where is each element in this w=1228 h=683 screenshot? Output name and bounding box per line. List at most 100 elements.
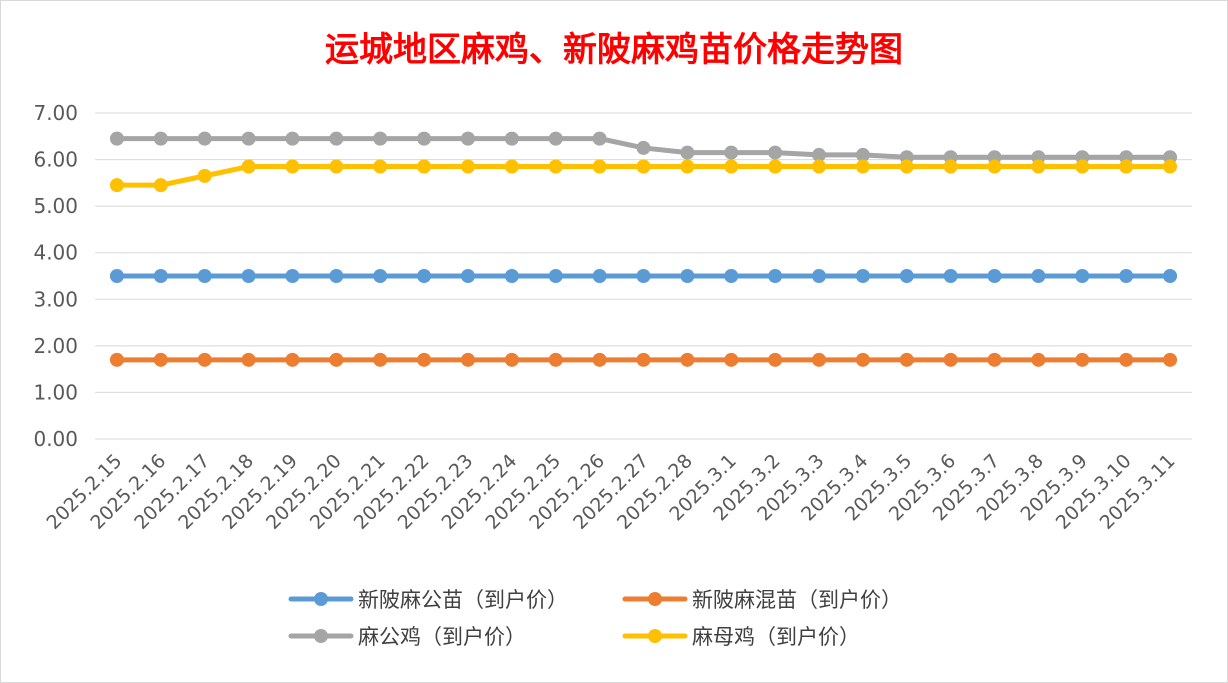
legend-marker [314,629,328,643]
data-point [417,269,432,283]
data-point [373,131,388,146]
data-point [680,352,695,367]
data-point [592,269,607,283]
data-point [460,269,475,283]
data-point [855,159,870,174]
legend-entry: 新陂麻公苗（到户价） [288,588,568,612]
data-point [241,131,256,146]
legend-entry: 麻公鸡（到户价） [288,625,526,649]
data-point [329,352,344,367]
series [109,352,1178,367]
data-point [899,269,914,283]
data-point [768,352,783,367]
data-point [504,269,519,283]
legend-label: 新陂麻公苗（到户价） [358,588,568,612]
data-point [285,159,300,174]
data-point [460,159,475,174]
data-point [987,352,1002,367]
data-point [548,352,563,367]
data-point [1075,352,1090,367]
series [109,159,1178,193]
legend-marker [648,629,662,643]
data-point [943,269,958,283]
data-point [899,352,914,367]
data-point [1119,269,1134,283]
data-point [417,131,432,146]
y-tick-label: 1.00 [33,380,78,404]
legend: 新陂麻公苗（到户价） 新陂麻混苗（到户价） 麻公鸡（到户价） 麻母鸡（到户价） [288,588,902,649]
data-point [1075,269,1090,283]
data-point [855,147,870,162]
data-point [109,352,124,367]
data-point [680,159,695,174]
data-point [285,269,300,283]
data-point [1031,269,1046,283]
y-tick-label: 2.00 [33,334,78,358]
data-point [1163,352,1178,367]
series-lines [109,131,1178,367]
data-point [241,269,256,283]
data-point [197,168,212,183]
data-point [285,131,300,146]
y-tick-label: 0.00 [33,427,78,451]
data-point [197,352,212,367]
data-point [329,269,344,283]
y-tick-label: 6.00 [33,148,78,172]
data-point [417,352,432,367]
data-point [329,159,344,174]
data-point [329,131,344,146]
data-point [943,159,958,174]
data-point [153,352,168,367]
data-point [241,159,256,174]
series [109,269,1178,283]
data-point [197,131,212,146]
x-axis-tick-labels: 2025.2.152025.2.162025.2.172025.2.182025… [43,450,1180,534]
data-point [724,145,739,160]
data-point [987,159,1002,174]
data-point [1119,159,1134,174]
y-tick-label: 3.00 [33,287,78,311]
chart-title: 运城地区麻鸡、新陂麻鸡苗价格走势图 [325,30,903,70]
data-point [109,131,124,146]
data-point [724,159,739,174]
data-point [504,159,519,174]
data-point [636,140,651,155]
data-point [1031,352,1046,367]
data-point [592,159,607,174]
data-point [812,269,827,283]
data-point [812,352,827,367]
legend-label: 新陂麻混苗（到户价） [692,588,902,612]
y-axis-tick-labels: 0.00 1.00 2.00 3.00 4.00 5.00 6.00 7.00 [33,101,78,451]
data-point [197,269,212,283]
data-point [109,178,124,193]
data-point [109,269,124,283]
data-point [855,352,870,367]
y-tick-label: 7.00 [33,101,78,125]
data-point [636,352,651,367]
y-tick-label: 5.00 [33,194,78,218]
data-point [285,352,300,367]
data-point [592,131,607,146]
data-point [724,269,739,283]
data-point [504,131,519,146]
data-point [548,269,563,283]
data-point [987,269,1002,283]
data-point [548,159,563,174]
data-point [899,159,914,174]
data-point [636,159,651,174]
data-point [1075,159,1090,174]
data-point [812,147,827,162]
data-point [460,131,475,146]
data-point [636,269,651,283]
data-point [153,131,168,146]
legend-marker [314,592,328,606]
legend-marker [648,592,662,606]
data-point [1031,159,1046,174]
data-point [724,352,739,367]
legend-label: 麻公鸡（到户价） [358,625,526,649]
data-point [373,352,388,367]
data-point [680,145,695,160]
data-point [943,352,958,367]
data-point [855,269,870,283]
